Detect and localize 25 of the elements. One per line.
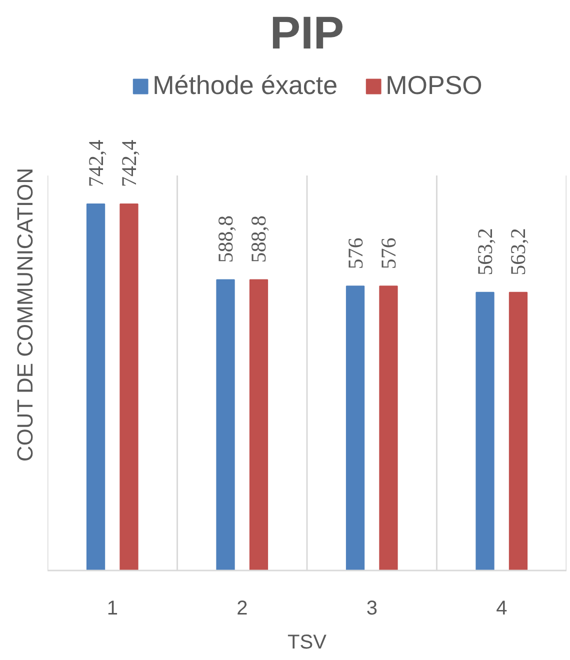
data-label: 576 (376, 238, 400, 270)
x-tick-label: 1 (106, 598, 118, 620)
x-tick-label: 3 (366, 598, 378, 620)
bar (120, 203, 138, 570)
data-label: 742,4 (84, 139, 108, 187)
bar (249, 279, 268, 570)
x-axis-title: TSV (288, 632, 328, 654)
data-label: 588,8 (214, 216, 238, 263)
data-label: 742,4 (116, 139, 141, 187)
bar (346, 286, 365, 570)
data-label: 563,2 (473, 228, 498, 276)
legend-label: Méthode éxacte (152, 70, 338, 101)
legend-label: MOPSO (386, 70, 482, 101)
bar (216, 279, 235, 570)
x-tick-label: 4 (496, 598, 508, 620)
data-label: 588,8 (246, 216, 271, 263)
y-axis-title: COUT DE COMMUNICATION (12, 168, 38, 462)
data-label: 576 (343, 238, 368, 270)
chart-title: PIP (270, 6, 344, 58)
bar (476, 292, 494, 570)
bar (86, 203, 106, 570)
data-label: 563,2 (506, 228, 530, 276)
x-tick-label: 2 (236, 598, 248, 620)
bar (508, 292, 528, 570)
bar (379, 286, 398, 570)
